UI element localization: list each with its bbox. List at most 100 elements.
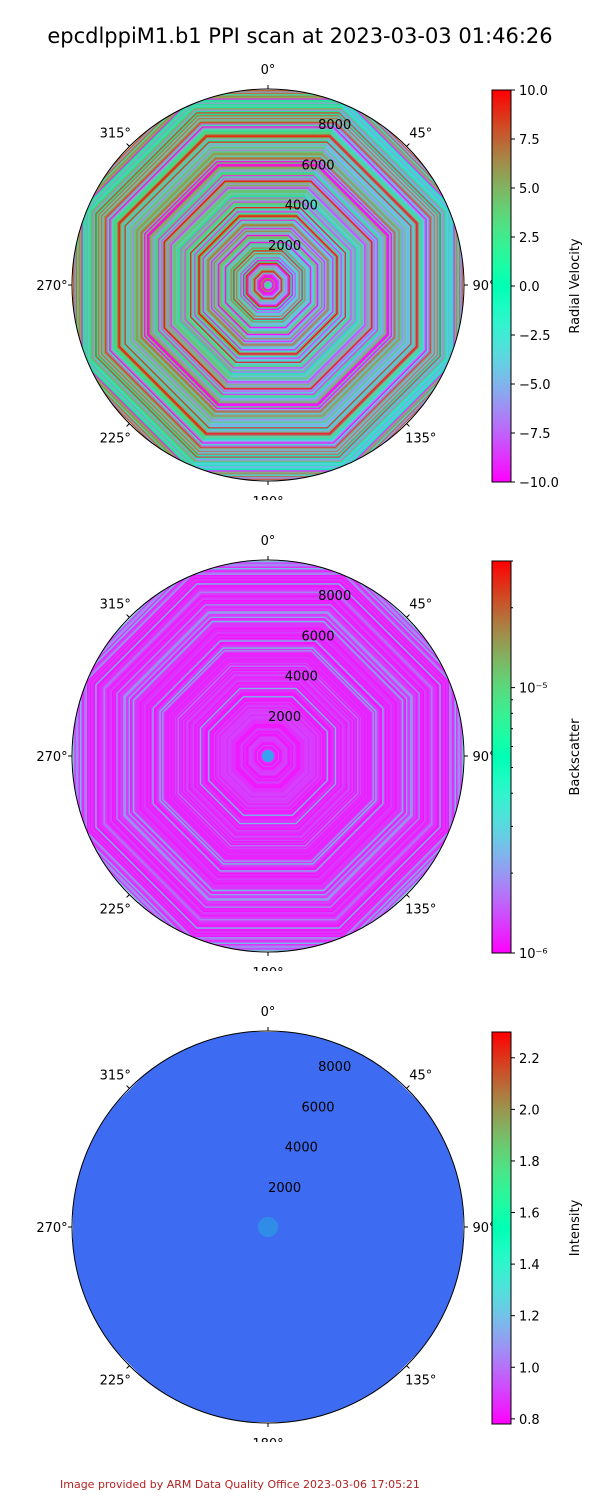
colorbar-tick-label: 1.2 xyxy=(519,1310,540,1325)
colorbar-tick-label: 1.0 xyxy=(519,1361,540,1376)
angle-tick-label: 270° xyxy=(36,1221,67,1236)
backscatter-panel: 0° 45° 90° 135° 180° 225° 270° 315° 2000 4000 6000… xyxy=(36,534,583,971)
sector-wedge xyxy=(268,89,464,285)
angle-tick-label: 90° xyxy=(472,750,495,765)
center-spot xyxy=(258,1217,278,1237)
radial-tick-label: 8000 xyxy=(318,118,351,133)
sector-wedge xyxy=(72,756,268,952)
sector-wedge xyxy=(72,204,268,366)
colorbar-tick-label: −10.0 xyxy=(519,476,559,491)
colorbar-label: Radial Velocity xyxy=(568,238,583,334)
angle-tick-label: 315° xyxy=(100,126,131,141)
radial-tick-label: 4000 xyxy=(285,199,318,214)
colorbar-tick-label: 1.4 xyxy=(519,1258,540,1273)
angle-tick-label: 90° xyxy=(472,1221,495,1236)
angle-tick-label: 45° xyxy=(409,1068,432,1083)
angle-tick-label: 135° xyxy=(405,1374,436,1389)
sector-wedge xyxy=(72,675,268,837)
angle-tick-label: 135° xyxy=(405,903,436,918)
colorbar xyxy=(491,1031,512,1425)
ring xyxy=(266,283,270,287)
angle-tick xyxy=(406,614,410,618)
radial-velocity-panel: 0° 45° 90° 135° 180° 225° 270° 315° 2000 4000 6000… xyxy=(36,63,583,500)
scan-image xyxy=(72,89,464,481)
figure-title: epcdlppiM1.b1 PPI scan at 2023-03-03 01:… xyxy=(47,24,553,48)
angle-tick xyxy=(126,614,130,618)
intensity-panel: 0° 45° 90° 135° 180° 225° 270° 315° 2000 4000 6000… xyxy=(36,1005,583,1442)
colorbar-tick-label: 10⁻⁵ xyxy=(519,682,548,697)
colorbar-tick-label: 0.0 xyxy=(519,280,540,295)
angle-tick-label: 225° xyxy=(100,903,131,918)
angle-tick-label: 135° xyxy=(405,432,436,447)
angle-tick xyxy=(126,423,130,427)
angle-tick xyxy=(406,143,410,147)
sector-wedge xyxy=(268,285,464,481)
scan-image xyxy=(72,560,464,952)
sector-wedge xyxy=(187,756,349,952)
angle-tick-label: 315° xyxy=(100,1068,131,1083)
colorbar-tick-label: −5.0 xyxy=(519,378,551,393)
colorbar-tick-label: 10⁻⁶ xyxy=(519,947,548,962)
colorbar-tick-label: 1.6 xyxy=(519,1207,540,1222)
angle-tick-label: 0° xyxy=(261,1005,276,1020)
angle-tick-label: 0° xyxy=(261,63,276,78)
sector-wedge xyxy=(268,560,464,756)
center-spot xyxy=(262,750,274,762)
angle-tick-label: 45° xyxy=(409,597,432,612)
angle-tick-label: 270° xyxy=(36,750,67,765)
sector-wedge xyxy=(268,756,464,952)
radial-tick-label: 2000 xyxy=(268,239,301,254)
radial-tick-label: 6000 xyxy=(301,1100,334,1115)
sector-wedge xyxy=(187,89,349,285)
colorbar-tick-label: 2.2 xyxy=(519,1052,540,1067)
sector-wedge xyxy=(187,285,349,481)
colorbar xyxy=(491,560,512,954)
radial-tick-label: 2000 xyxy=(268,1181,301,1196)
sector-wedge xyxy=(187,560,349,756)
angle-tick-label: 90° xyxy=(472,279,495,294)
colorbar-label: Backscatter xyxy=(568,718,583,796)
colorbar-tick-label: −2.5 xyxy=(519,329,551,344)
colorbar-tick-label: 5.0 xyxy=(519,182,540,197)
angle-tick xyxy=(406,1085,410,1089)
colorbar xyxy=(491,89,512,483)
angle-tick xyxy=(126,1365,130,1369)
sector-wedge xyxy=(268,675,464,837)
footer-credit: Image provided by ARM Data Quality Offic… xyxy=(60,1478,420,1491)
angle-tick xyxy=(406,423,410,427)
colorbar-tick-label: 2.0 xyxy=(519,1103,540,1118)
angle-tick xyxy=(126,143,130,147)
angle-tick-label: 45° xyxy=(409,126,432,141)
sector-wedge xyxy=(72,560,268,756)
colorbar-tick-label: 1.8 xyxy=(519,1155,540,1170)
radial-tick-label: 8000 xyxy=(318,589,351,604)
radial-tick-label: 8000 xyxy=(318,1060,351,1075)
radial-tick-label: 2000 xyxy=(268,710,301,725)
sector-wedge xyxy=(268,204,464,366)
colorbar-tick-label: 0.8 xyxy=(519,1413,540,1428)
colorbar-label: Intensity xyxy=(568,1199,583,1256)
angle-tick xyxy=(406,894,410,898)
angle-tick-label: 225° xyxy=(100,432,131,447)
angle-tick xyxy=(126,1085,130,1089)
colorbar-tick-label: 2.5 xyxy=(519,231,540,246)
angle-tick-label: 180° xyxy=(252,495,283,500)
angle-tick-label: 180° xyxy=(252,966,283,971)
angle-tick-label: 315° xyxy=(100,597,131,612)
sector-wedge xyxy=(72,285,268,481)
radial-tick-label: 6000 xyxy=(301,158,334,173)
sector-wedge xyxy=(72,89,268,285)
colorbar-tick-label: −7.5 xyxy=(519,427,551,442)
colorbar-tick-label: 7.5 xyxy=(519,133,540,148)
angle-tick-label: 225° xyxy=(100,1374,131,1389)
scan-image xyxy=(72,1031,464,1423)
angle-tick xyxy=(406,1365,410,1369)
radial-tick-label: 4000 xyxy=(285,1141,318,1156)
angle-tick xyxy=(126,894,130,898)
angle-tick-label: 270° xyxy=(36,279,67,294)
angle-tick-label: 0° xyxy=(261,534,276,549)
radial-tick-label: 4000 xyxy=(285,670,318,685)
colorbar-tick-label: 10.0 xyxy=(519,84,548,99)
angle-tick-label: 180° xyxy=(252,1437,283,1442)
radial-tick-label: 6000 xyxy=(301,629,334,644)
